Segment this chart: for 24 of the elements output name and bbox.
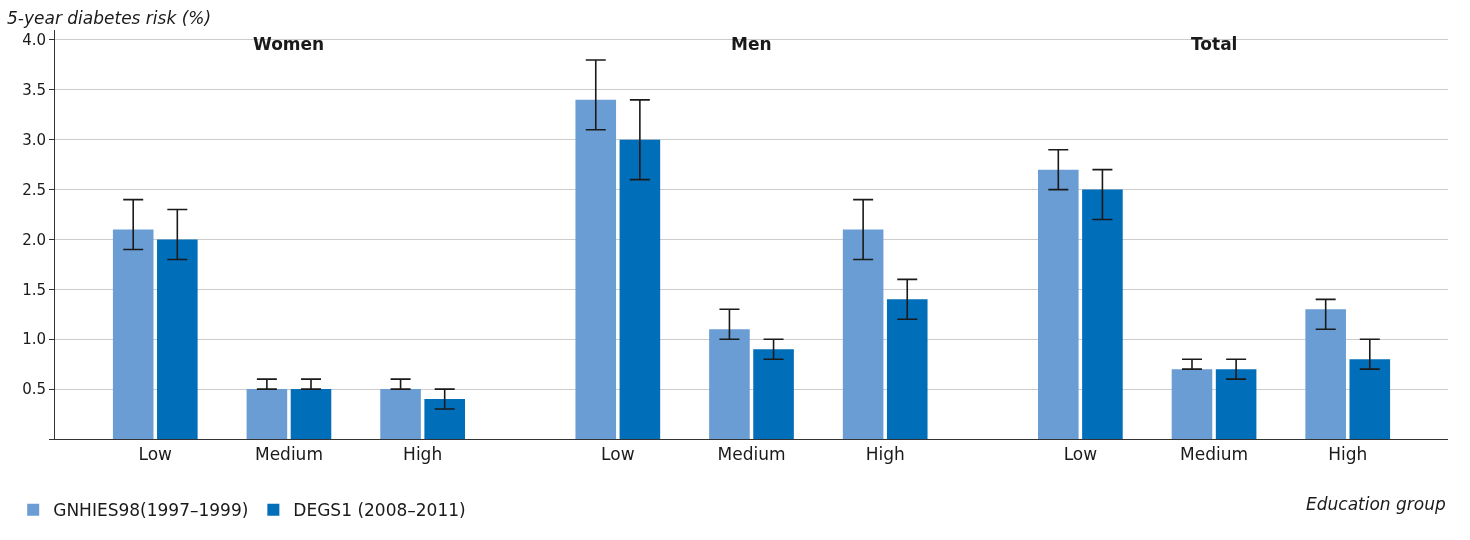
x-tick-label: Medium	[1180, 444, 1249, 465]
x-tick-label: Medium	[254, 444, 323, 465]
x-tick-label: High	[865, 444, 905, 465]
y-tick-label: 0.5	[22, 380, 46, 399]
x-tick-label: High	[403, 444, 443, 465]
y-tick-label: 3.5	[22, 81, 46, 100]
y-tick-label: 4.0	[22, 31, 46, 50]
x-tick-label: Medium	[717, 444, 786, 465]
x-tick-label: Low	[1063, 444, 1098, 465]
y-tick-label: 1.0	[22, 330, 46, 349]
legend-label: DEGS1 (2008–2011)	[293, 500, 466, 521]
x-axis-title: Education group	[1306, 494, 1446, 514]
x-tick-label: Low	[138, 444, 173, 465]
annotation: Women	[253, 34, 325, 54]
x-tick-label: Low	[601, 444, 635, 465]
y-axis-title: 5-year diabetes risk (%)	[7, 8, 212, 28]
y-tick-label: 2.0	[22, 230, 46, 249]
annotation: Total	[1191, 34, 1238, 54]
legend-label: GNHIES98(1997–1999)	[53, 500, 249, 521]
x-tick-label: High	[1328, 444, 1368, 465]
y-tick-label: 2.5	[22, 180, 46, 199]
annotation: Men	[731, 34, 772, 54]
y-tick-label: 3.0	[22, 130, 46, 149]
y-tick-label: 1.5	[22, 280, 46, 299]
